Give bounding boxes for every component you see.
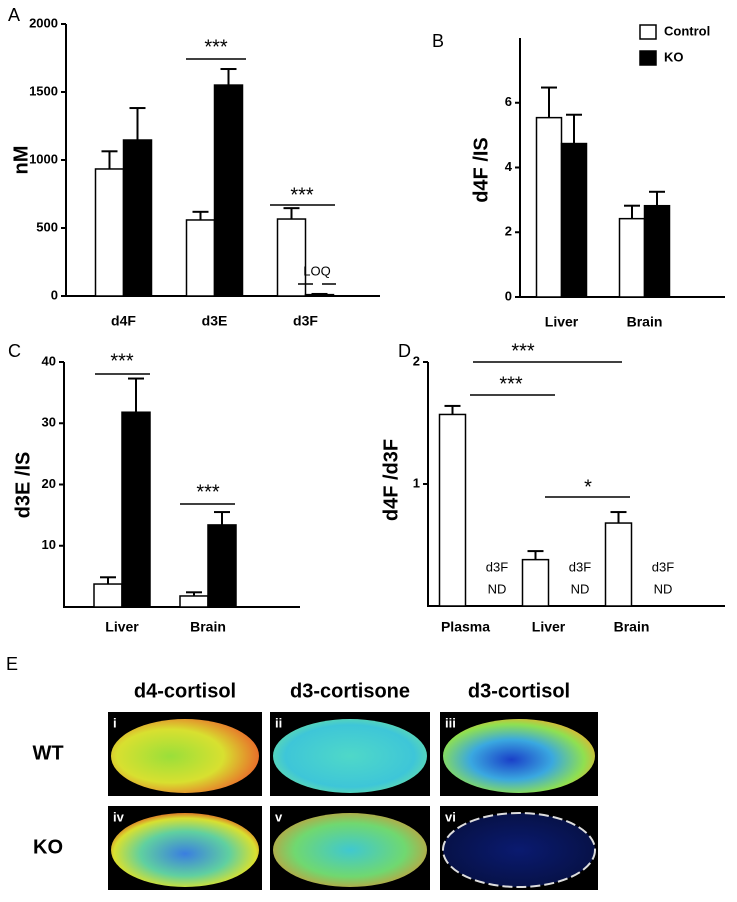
y-tick-label: 6	[505, 94, 512, 109]
y-tick-label: 20	[42, 476, 56, 491]
x-tick-label: d4F	[111, 313, 136, 329]
image-label: iii	[445, 715, 456, 730]
annotation: ND	[488, 581, 507, 596]
legend-swatch	[639, 50, 657, 66]
y-tick-label: 0	[51, 287, 58, 302]
annotation: ND	[571, 581, 590, 596]
bar	[94, 168, 125, 297]
y-tick-label: 10	[42, 537, 56, 552]
panel-label: D	[398, 341, 411, 361]
x-tick-label: Liver	[545, 314, 579, 330]
annotation: d3F	[652, 559, 674, 574]
x-tick-label: Liver	[532, 619, 566, 635]
y-axis-label: d4F /IS	[470, 137, 492, 203]
bar	[521, 558, 550, 607]
x-tick-label: Liver	[105, 619, 139, 635]
x-tick-label: d3E	[202, 313, 228, 329]
image-label: ii	[275, 715, 282, 730]
panel-label: B	[432, 31, 444, 51]
bar	[213, 84, 244, 297]
bar	[207, 524, 237, 608]
annotation: ***	[290, 184, 314, 206]
y-tick-label: 4	[505, 159, 513, 174]
y-axis-label: nM	[10, 146, 32, 175]
column-title: d3-cortisone	[290, 680, 410, 702]
panel-label: C	[8, 341, 21, 361]
annotation: ***	[204, 36, 228, 58]
y-tick-label: 500	[36, 219, 58, 234]
y-tick-label: 30	[42, 415, 56, 430]
bar	[121, 411, 151, 608]
legend-label: Control	[664, 23, 710, 38]
image-label: vi	[445, 809, 456, 824]
y-tick-label: 0	[505, 288, 512, 303]
image-label: i	[113, 715, 117, 730]
brain-image	[273, 813, 427, 887]
annotation: ***	[499, 373, 523, 395]
bar	[643, 204, 671, 298]
x-tick-label: Brain	[190, 619, 226, 635]
x-tick-label: Brain	[627, 314, 663, 330]
annotation: d3F	[486, 559, 508, 574]
annotation: *	[584, 476, 592, 498]
brain-image	[443, 719, 595, 793]
image-label: v	[275, 809, 283, 824]
bar	[122, 139, 153, 297]
annotation: LOQ	[303, 263, 330, 278]
legend-label: KO	[664, 49, 684, 64]
x-tick-label: Brain	[614, 619, 650, 635]
y-tick-label: 1000	[29, 151, 58, 166]
y-tick-label: 2	[413, 353, 420, 368]
bar	[185, 219, 216, 297]
y-tick-label: 1	[413, 475, 420, 490]
bar	[179, 595, 209, 608]
row-label: WT	[32, 742, 63, 764]
bar	[535, 116, 563, 298]
y-axis-label: d3E /IS	[12, 452, 34, 519]
bar	[560, 142, 588, 298]
y-tick-label: 40	[42, 353, 56, 368]
column-title: d3-cortisol	[468, 680, 570, 702]
y-tick-label: 2000	[29, 15, 58, 30]
image-label: iv	[113, 809, 125, 824]
x-tick-label: Plasma	[441, 619, 490, 635]
annotation: ***	[196, 481, 220, 503]
brain-image	[111, 813, 259, 887]
panel-label: A	[8, 5, 20, 25]
row-label: KO	[33, 836, 63, 858]
bar	[438, 413, 467, 607]
y-tick-label: 1500	[29, 83, 58, 98]
y-axis-label: d4F /d3F	[380, 439, 402, 521]
brain-image	[111, 719, 259, 793]
column-title: d4-cortisol	[134, 680, 236, 702]
annotation: ***	[511, 340, 535, 362]
bar	[604, 522, 633, 607]
y-tick-label: 2	[505, 224, 512, 239]
brain-image	[442, 812, 596, 888]
brain-image	[273, 719, 427, 793]
bar	[304, 293, 335, 297]
annotation: ND	[654, 581, 673, 596]
bar	[276, 218, 307, 297]
panel-label: E	[6, 654, 18, 674]
x-tick-label: d3F	[293, 313, 318, 329]
annotation: ***	[110, 350, 134, 372]
bar	[618, 217, 646, 298]
bar	[93, 583, 123, 608]
legend-swatch	[639, 24, 657, 40]
annotation: d3F	[569, 559, 591, 574]
